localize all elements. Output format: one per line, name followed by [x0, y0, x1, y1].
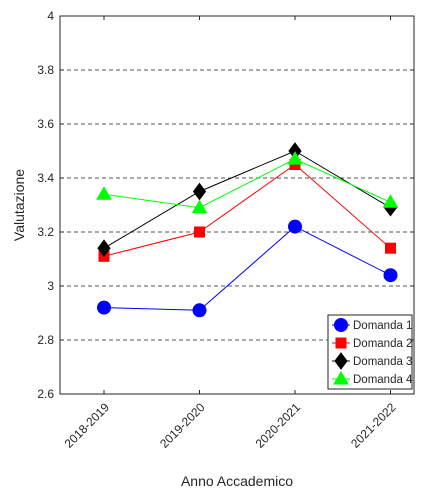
- y-tick-label: 4: [47, 9, 54, 23]
- y-tick-label: 3.2: [37, 225, 54, 239]
- y-tick-label: 3.6: [37, 117, 54, 131]
- y-tick-label: 3.4: [37, 171, 54, 185]
- data-point-series-1: [192, 303, 207, 318]
- legend-label: Domanda 4: [353, 374, 413, 386]
- plot-frame: [59, 15, 415, 395]
- y-tick-label: 3: [47, 279, 54, 293]
- x-tick-label: 2018-2019: [62, 400, 113, 451]
- series-line-4: [103, 158, 391, 209]
- legend-label: Domanda 2: [353, 338, 412, 350]
- data-point-series-3: [97, 239, 111, 258]
- legend-label: Domanda 3: [353, 356, 412, 368]
- data-point-series-1: [383, 268, 398, 283]
- data-point-series-1: [288, 219, 302, 234]
- series-markers: [96, 142, 399, 318]
- data-point-series-3: [192, 182, 207, 201]
- legend-marker: [333, 371, 349, 385]
- legend-marker: [334, 352, 348, 370]
- y-tick-label: 3.8: [37, 63, 54, 77]
- series-line-2: [103, 163, 391, 257]
- data-point-series-2: [194, 226, 205, 238]
- grid-lines: [60, 69, 414, 341]
- y-tick-label: 2.6: [37, 387, 54, 401]
- legend: Domanda 1 Domanda 2 Domanda 3 Domanda 4: [327, 314, 413, 390]
- series-line-1: [103, 226, 391, 311]
- data-point-series-4: [287, 151, 303, 165]
- x-tick-label: 2019-2020: [157, 400, 208, 451]
- x-tick-label: 2020-2021: [253, 400, 304, 451]
- data-point-series-4: [382, 194, 399, 208]
- legend-marker: [334, 318, 348, 332]
- data-point-series-1: [97, 300, 111, 315]
- y-axis-ticks: 2.6 2.8 3 3.2 3.4 3.6 3.8 4: [37, 9, 414, 401]
- data-point-series-4: [191, 199, 208, 214]
- series-lines: [103, 150, 391, 311]
- data-point-series-2: [385, 242, 396, 254]
- y-axis-label: Valutazione: [11, 169, 27, 241]
- x-tick-label: 2021-2022: [348, 400, 399, 451]
- data-point-series-4: [96, 186, 112, 200]
- legend-label: Domanda 1: [353, 320, 412, 332]
- series-line-3: [103, 150, 391, 249]
- y-tick-label: 2.8: [37, 333, 54, 347]
- legend-marker: [335, 337, 347, 349]
- x-axis-label: Anno Accademico: [181, 473, 293, 489]
